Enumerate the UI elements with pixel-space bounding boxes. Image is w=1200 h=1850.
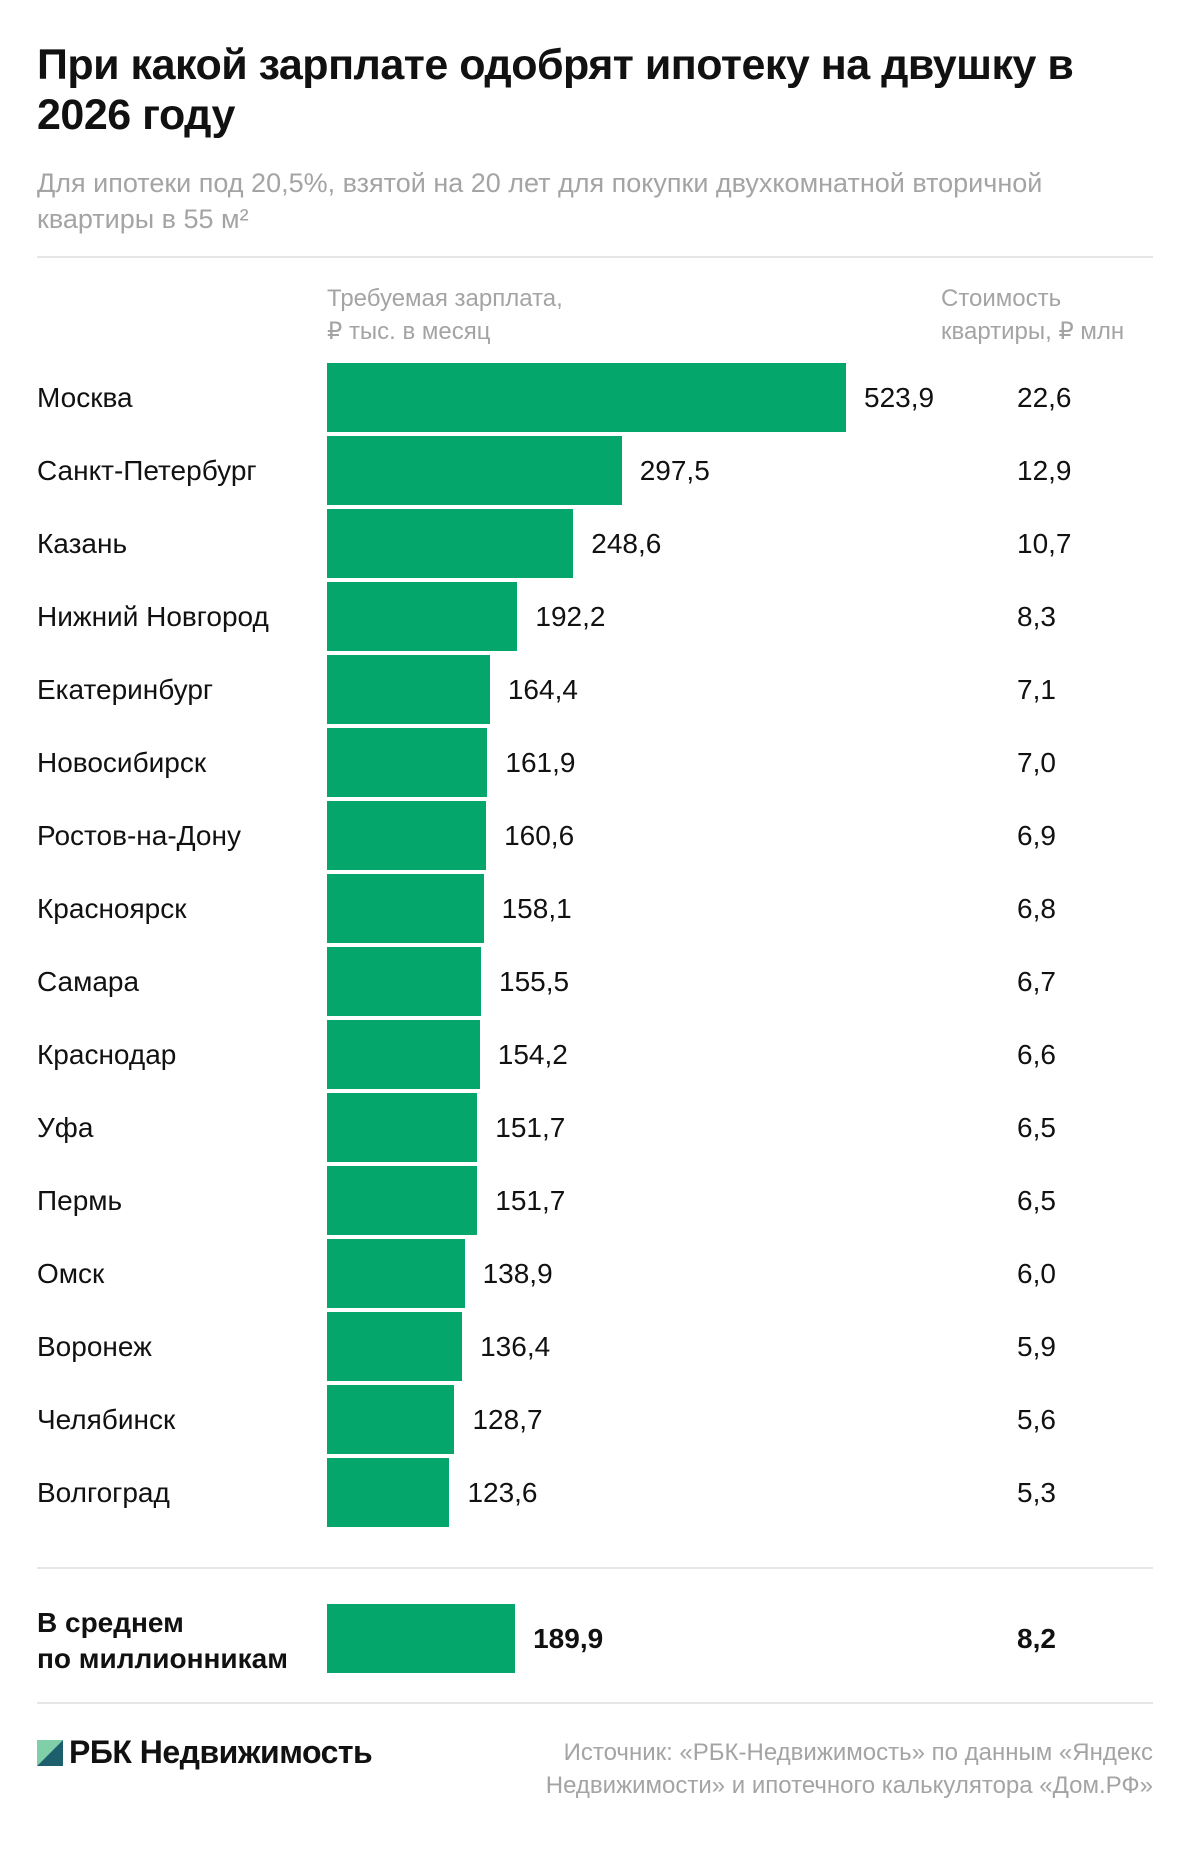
city-label: Новосибирск bbox=[37, 747, 207, 778]
average-salary-label: 189,9 bbox=[533, 1623, 604, 1654]
city-label: Пермь bbox=[37, 1185, 123, 1216]
rbc-logo-icon bbox=[37, 1739, 63, 1766]
salary-bar bbox=[327, 1239, 465, 1308]
salary-bar bbox=[327, 1093, 478, 1162]
salary-header-line2: ₽ тыс. в месяц bbox=[327, 318, 491, 345]
salary-bar bbox=[327, 1385, 455, 1454]
salary-value-label: 158,1 bbox=[501, 893, 572, 924]
chart-subtitle: Для ипотеки под 20,5%, взятой на 20 лет … bbox=[37, 168, 1043, 234]
price-value-label: 12,9 bbox=[1017, 455, 1072, 486]
divider bbox=[37, 1567, 1153, 1569]
price-value-label: 8,3 bbox=[1017, 601, 1056, 632]
price-value-label: 7,1 bbox=[1017, 674, 1056, 705]
average-label-line2: по миллионникам bbox=[37, 1643, 288, 1674]
salary-bar bbox=[327, 509, 574, 578]
rbc-logo: РБК Недвижимость bbox=[37, 1734, 373, 1771]
price-column-header: Стоимость квартиры, ₽ млн bbox=[941, 282, 1124, 348]
salary-bar bbox=[327, 1020, 480, 1089]
salary-value-label: 164,4 bbox=[507, 674, 578, 705]
city-label: Челябинск bbox=[37, 1404, 176, 1435]
salary-bar bbox=[327, 655, 490, 724]
salary-bar bbox=[327, 436, 622, 505]
salary-bar bbox=[327, 947, 482, 1016]
city-label: Омск bbox=[37, 1258, 105, 1289]
price-value-label: 6,5 bbox=[1017, 1185, 1056, 1216]
salary-header-line1: Требуемая зарплата, bbox=[327, 285, 563, 312]
salary-value-label: 160,6 bbox=[504, 820, 575, 851]
divider bbox=[37, 256, 1153, 258]
price-value-label: 10,7 bbox=[1017, 528, 1072, 559]
salary-bar bbox=[327, 1312, 463, 1381]
city-label: Москва bbox=[37, 382, 133, 413]
price-value-label: 5,3 bbox=[1017, 1477, 1056, 1508]
salary-value-label: 151,7 bbox=[495, 1185, 566, 1216]
city-label: Казань bbox=[37, 528, 128, 559]
salary-column-header: Требуемая зарплата, ₽ тыс. в месяц bbox=[327, 282, 563, 348]
salary-value-label: 155,5 bbox=[499, 966, 570, 997]
chart-title: При какой зарплате одобрят ипотеку на дв… bbox=[37, 41, 1074, 139]
city-label: Уфа bbox=[37, 1112, 94, 1143]
city-label: Самара bbox=[37, 966, 140, 997]
city-label: Краснодар bbox=[37, 1039, 177, 1070]
city-label: Волгоград bbox=[37, 1477, 170, 1508]
price-value-label: 7,0 bbox=[1017, 747, 1056, 778]
salary-value-label: 136,4 bbox=[480, 1331, 551, 1362]
logo-text: РБК Недвижимость bbox=[69, 1734, 373, 1770]
salary-value-label: 138,9 bbox=[482, 1258, 553, 1289]
salary-value-label: 151,7 bbox=[495, 1112, 566, 1143]
city-label: Нижний Новгород bbox=[37, 601, 269, 632]
price-value-label: 5,9 bbox=[1017, 1331, 1056, 1362]
city-label: Красноярск bbox=[37, 893, 187, 924]
price-value-label: 6,0 bbox=[1017, 1258, 1056, 1289]
salary-bar bbox=[327, 874, 484, 943]
average-label-line1: В среднем bbox=[37, 1607, 184, 1638]
price-value-label: 6,9 bbox=[1017, 820, 1056, 851]
salary-value-label: 128,7 bbox=[472, 1404, 543, 1435]
salary-value-label: 523,9 bbox=[864, 382, 935, 413]
city-label: Екатеринбург bbox=[37, 674, 214, 705]
price-value-label: 6,7 bbox=[1017, 966, 1056, 997]
price-value-label: 6,5 bbox=[1017, 1112, 1056, 1143]
city-label: Санкт-Петербург bbox=[37, 455, 257, 486]
price-value-label: 5,6 bbox=[1017, 1404, 1056, 1435]
salary-bar bbox=[327, 728, 488, 797]
salary-bar bbox=[327, 363, 846, 432]
average-label: В среднем по миллионникам bbox=[37, 1605, 288, 1677]
salary-value-label: 123,6 bbox=[467, 1477, 538, 1508]
price-value-label: 6,8 bbox=[1017, 893, 1056, 924]
salary-bar bbox=[327, 1166, 478, 1235]
salary-bar bbox=[327, 582, 518, 651]
price-value-label: 22,6 bbox=[1017, 382, 1072, 413]
salary-value-label: 297,5 bbox=[639, 455, 710, 486]
divider bbox=[37, 1702, 1153, 1704]
city-label: Ростов-на-Дону bbox=[37, 820, 241, 851]
salary-value-label: 248,6 bbox=[591, 528, 662, 559]
average-bar bbox=[327, 1604, 516, 1673]
salary-value-label: 192,2 bbox=[535, 601, 606, 632]
salary-value-label: 154,2 bbox=[497, 1039, 568, 1070]
price-value-label: 6,6 bbox=[1017, 1039, 1056, 1070]
salary-bar bbox=[327, 1458, 450, 1527]
salary-value-label: 161,9 bbox=[505, 747, 576, 778]
salary-bar bbox=[327, 801, 487, 870]
city-label: Воронеж bbox=[37, 1331, 152, 1362]
price-header-line1: Стоимость bbox=[941, 285, 1062, 312]
average-price-label: 8,2 bbox=[1017, 1623, 1056, 1654]
source-note: Источник: «РБК-Недвижимость» по данным «… bbox=[545, 1739, 1153, 1799]
price-header-line2: квартиры, ₽ млн bbox=[941, 318, 1125, 345]
